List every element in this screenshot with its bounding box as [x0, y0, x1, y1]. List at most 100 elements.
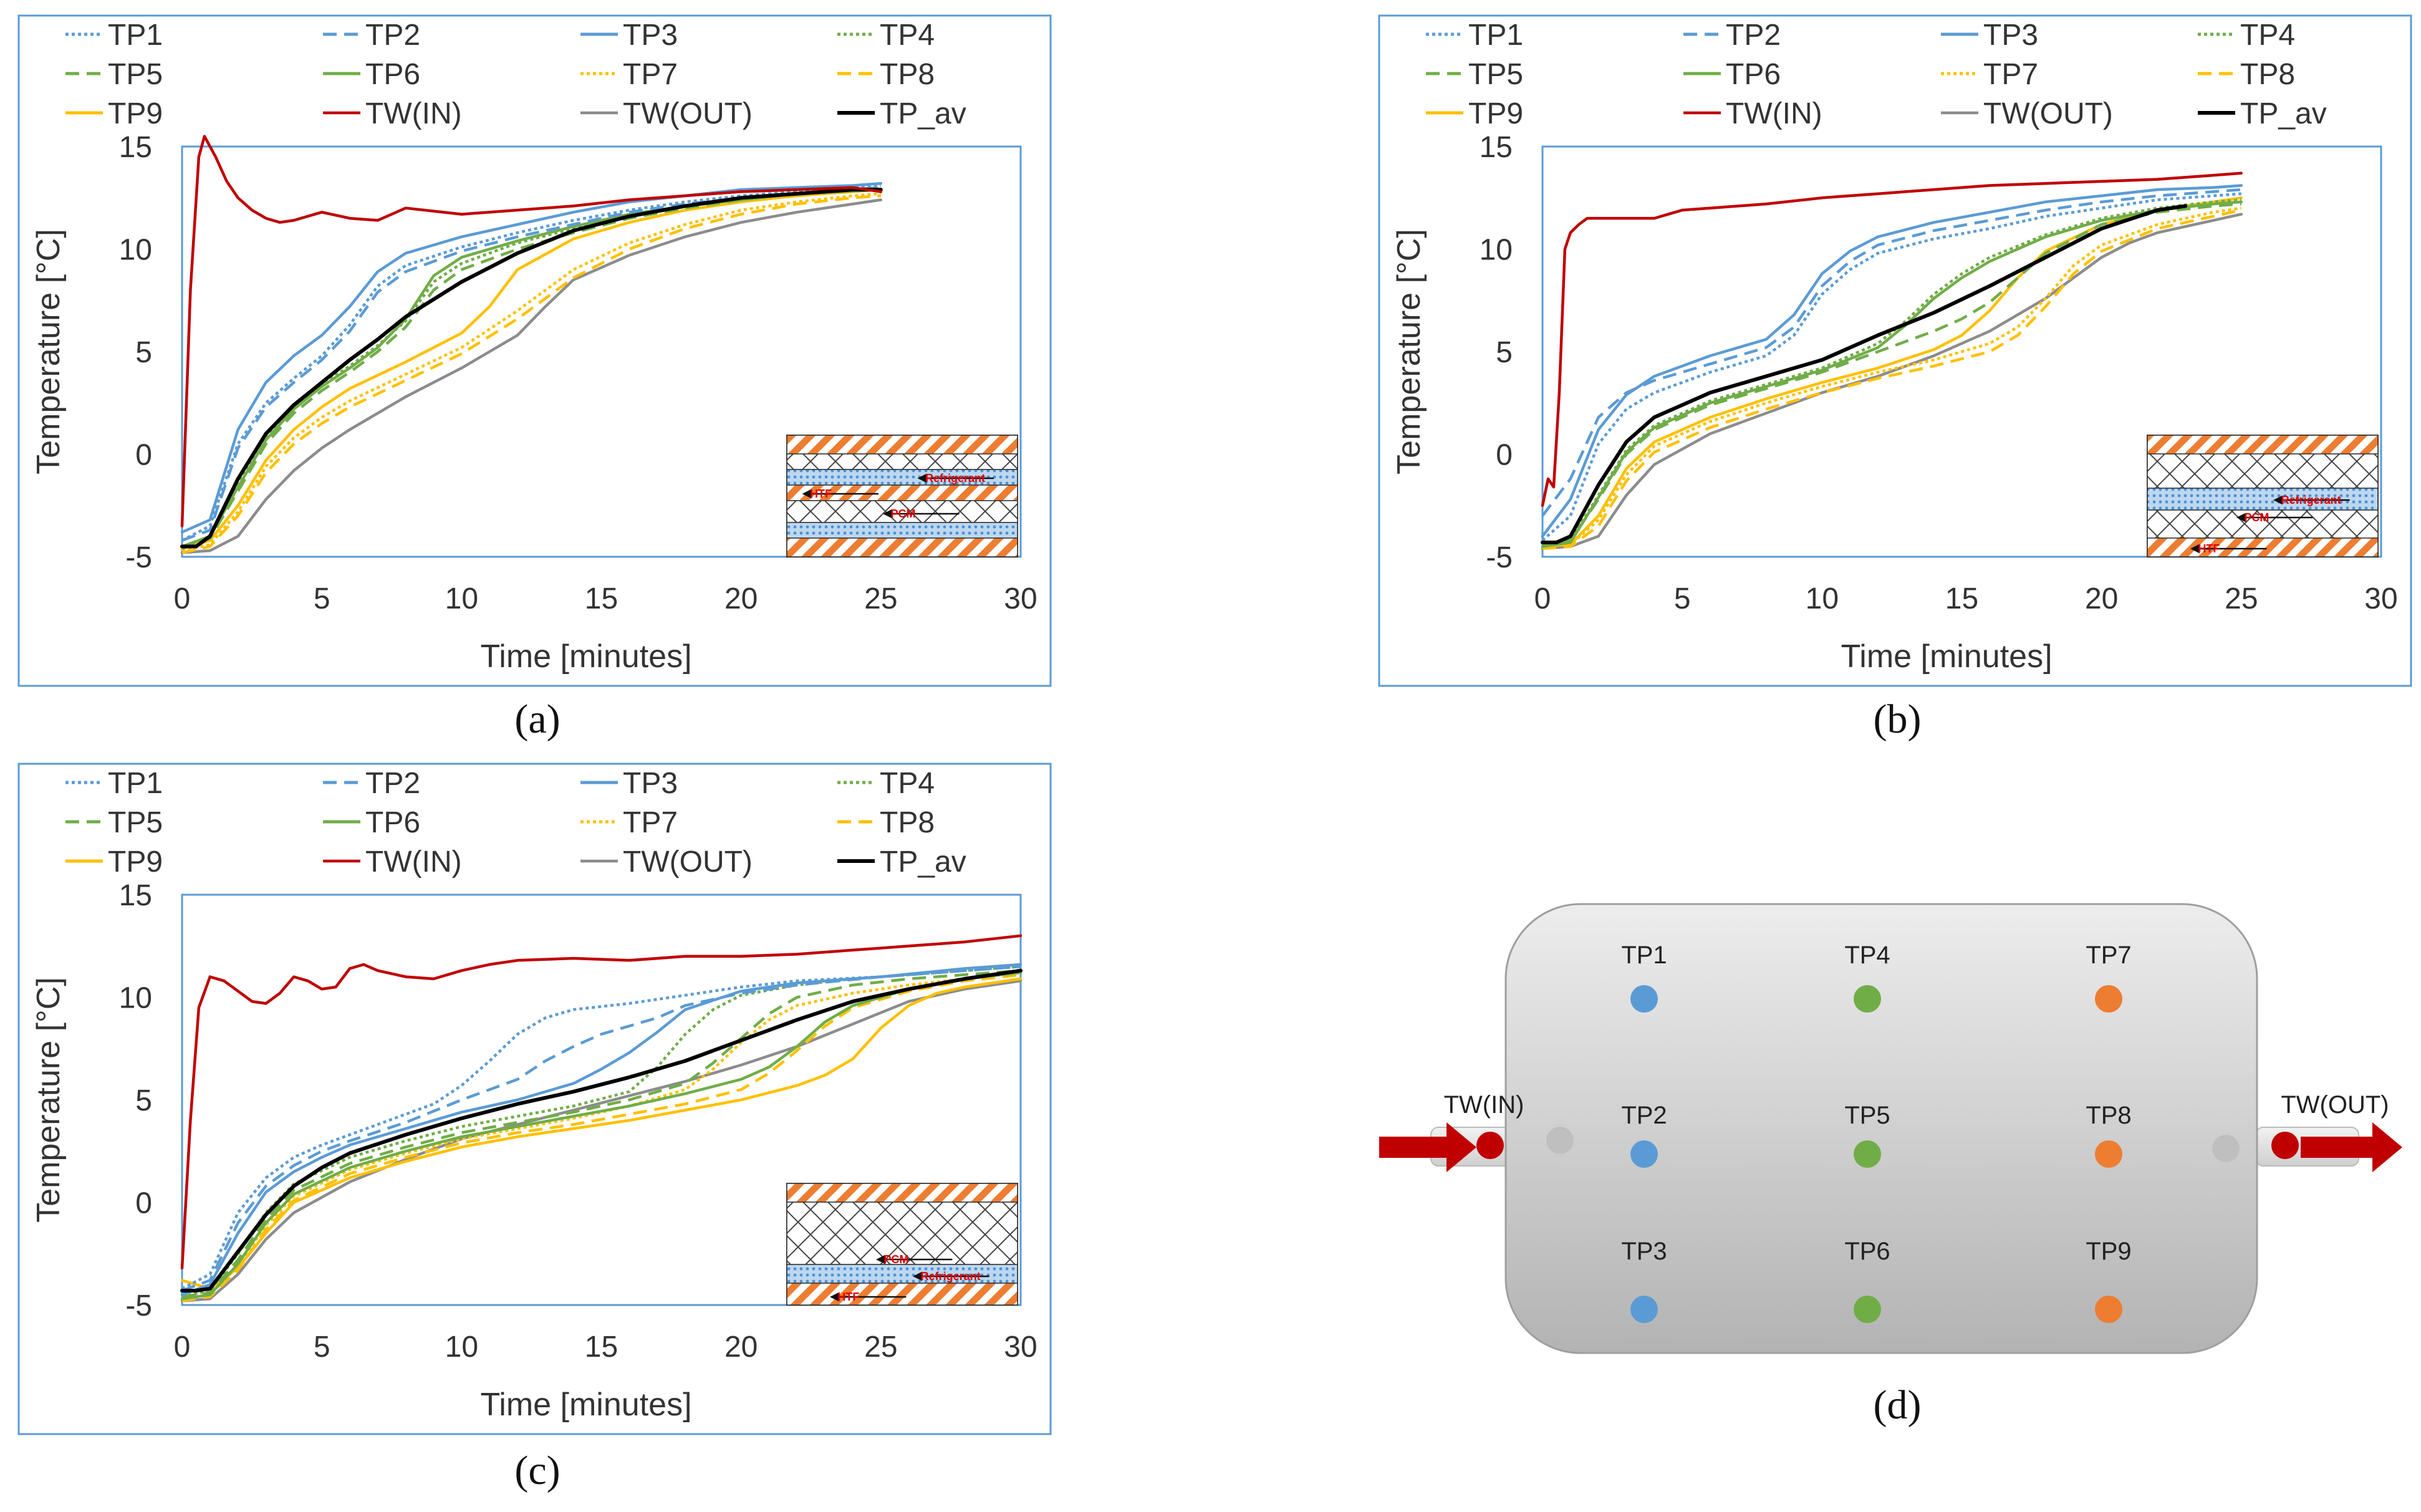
sensor-dot [2095, 985, 2122, 1013]
inset-label: PCM [2244, 511, 2269, 524]
sensor-layout-diagram: TW(IN) TW(OUT) TP1 TP2 TP3 TP4 TP5 TP6 TP7 TP8 TP9… [1379, 903, 2402, 1428]
inlet-arrow-icon [1379, 1122, 1476, 1172]
legend-item-tp1: TP1 [65, 19, 163, 52]
chart-panel-a: TP1 TP2 TP3 TP4 TP5 TP6 TP7 TP8 TP9 TW(IN) TW(OUT)… [17, 14, 1052, 742]
legend-item-tp8: TP8 [837, 806, 935, 839]
panel-caption: (c) [514, 1448, 560, 1493]
legend-item-tp2: TP2 [323, 19, 420, 52]
panel-caption: (b) [1874, 696, 1922, 742]
legend-label: TP9 [1468, 97, 1523, 130]
y-tick-label: 5 [135, 1084, 152, 1117]
series-group [1541, 171, 2243, 551]
sensor-point-tp2: TP2 [1621, 1102, 1667, 1168]
legend-item-tp1: TP1 [65, 767, 163, 800]
series-line-tp7 [181, 192, 881, 552]
sensor-label: TP8 [2086, 1102, 2131, 1129]
legend-item-tw-in: TW(IN) [323, 97, 462, 130]
inset-label: HTF [810, 488, 832, 500]
legend-item-tp9: TP9 [65, 97, 163, 130]
legend-label: TP6 [365, 806, 420, 839]
legend-label: TP8 [880, 58, 935, 91]
legend-label: TP2 [365, 767, 420, 800]
sensor-dot [2095, 1140, 2122, 1168]
sensor-point-tp8: TP8 [2086, 1102, 2132, 1168]
panel-caption: (d) [1874, 1382, 1922, 1428]
inset-label: HTF [837, 1291, 859, 1303]
sensor-dot [1854, 1140, 1881, 1168]
legend-item-tp6: TP6 [323, 58, 420, 91]
legend-item-tp9: TP9 [65, 845, 163, 879]
inset-label: PCM [883, 1253, 908, 1266]
x-axis-title: Time [minutes] [480, 638, 691, 675]
legend-item-tp4: TP4 [837, 767, 935, 800]
sensor-point-tp3: TP3 [1621, 1238, 1667, 1323]
y-tick-label: 15 [119, 879, 152, 912]
x-tick-label: 30 [1004, 1331, 1037, 1364]
legend-label: TW(IN) [365, 97, 462, 130]
legend-label: TW(OUT) [1983, 97, 2113, 130]
inset-label: Refrigerant [921, 1270, 981, 1283]
legend-item-tp-av: TP_av [837, 97, 966, 130]
outlet-arrow-icon [2301, 1122, 2402, 1172]
legend-item-tp-av: TP_av [837, 845, 966, 879]
y-tick-label: -5 [125, 541, 152, 574]
inset-pcm-layer [2147, 453, 2379, 489]
legend-item-tp4: TP4 [837, 19, 935, 52]
series-line-tw-in [180, 934, 1023, 1270]
series-line-tp8 [1542, 208, 2242, 551]
y-tick-label: 5 [1496, 336, 1513, 369]
x-tick-label: 5 [1674, 582, 1691, 615]
series-line-tp4 [181, 186, 881, 548]
sensor-dot [1630, 985, 1658, 1013]
legend-label: TW(IN) [1726, 97, 1822, 130]
outlet-port-dot [2212, 1135, 2240, 1162]
chart-panel-c: TP1 TP2 TP3 TP4 TP5 TP6 TP7 TP8 TP9 TW(IN) TW(OUT)… [17, 763, 1052, 1493]
inset-refrigerant-layer [786, 1264, 1018, 1284]
series-line-tp3 [180, 181, 883, 534]
sensor-dot [2095, 1296, 2122, 1323]
series-line-tp4 [1542, 198, 2241, 546]
legend-item-tp6: TP6 [323, 806, 420, 839]
series-line-tp-av [180, 968, 1023, 1293]
inset-htf-layer [786, 484, 1018, 501]
legend-label: TP3 [623, 19, 678, 52]
series-line-tp3 [180, 963, 1023, 1296]
legend-label: TP4 [880, 767, 935, 800]
legend-label: TP5 [108, 58, 163, 91]
legend-label: TP7 [623, 806, 678, 839]
sensor-dot [1854, 985, 1881, 1013]
tank-body [1504, 903, 2258, 1354]
y-tick-label: 0 [1496, 439, 1513, 472]
legend: TP1 TP2 TP3 TP4 TP5 TP6 TP7 TP8 TP9 TW(IN) TW(OUT)… [65, 19, 966, 130]
legend-item-tp3: TP3 [580, 19, 678, 52]
series-line-tp9 [180, 977, 1023, 1290]
legend-item-tp4: TP4 [2198, 19, 2295, 52]
y-axis-title: Temperature [°C] [31, 977, 67, 1223]
legend-label: TP_av [2240, 97, 2327, 130]
x-tick-label: 20 [724, 582, 758, 615]
inset-refrigerant-layer [786, 522, 1018, 539]
legend-label: TP5 [1468, 58, 1523, 91]
legend-item-tp5: TP5 [1426, 58, 1523, 91]
series-line-tp5 [181, 969, 1021, 1299]
sensor-label: TP3 [1621, 1238, 1667, 1265]
y-tick-label: 10 [119, 982, 152, 1015]
series-line-tp2 [1541, 188, 2241, 517]
x-tick-label: 30 [2364, 582, 2397, 615]
legend-item-tp8: TP8 [837, 58, 935, 91]
series-line-tp9 [1541, 196, 2243, 548]
inset-schematic: Refrigerant PCM HTF [2147, 435, 2379, 557]
legend-item-tw-out: TW(OUT) [580, 97, 753, 130]
series-group [180, 135, 883, 554]
inset-pcm-layer [786, 500, 1018, 523]
series-line-tp9 [180, 188, 883, 551]
legend-label: TP_av [880, 97, 966, 130]
series-line-tp1 [181, 965, 1021, 1290]
legend-item-tp3: TP3 [1941, 19, 2038, 52]
legend-label: TP4 [880, 19, 935, 52]
sensor-dot [1630, 1140, 1658, 1168]
legend-label: TP2 [1726, 19, 1781, 52]
sensor-point-tp9: TP9 [2086, 1238, 2132, 1323]
y-tick-label: -5 [125, 1289, 152, 1322]
x-axis-title: Time [minutes] [480, 1387, 691, 1423]
